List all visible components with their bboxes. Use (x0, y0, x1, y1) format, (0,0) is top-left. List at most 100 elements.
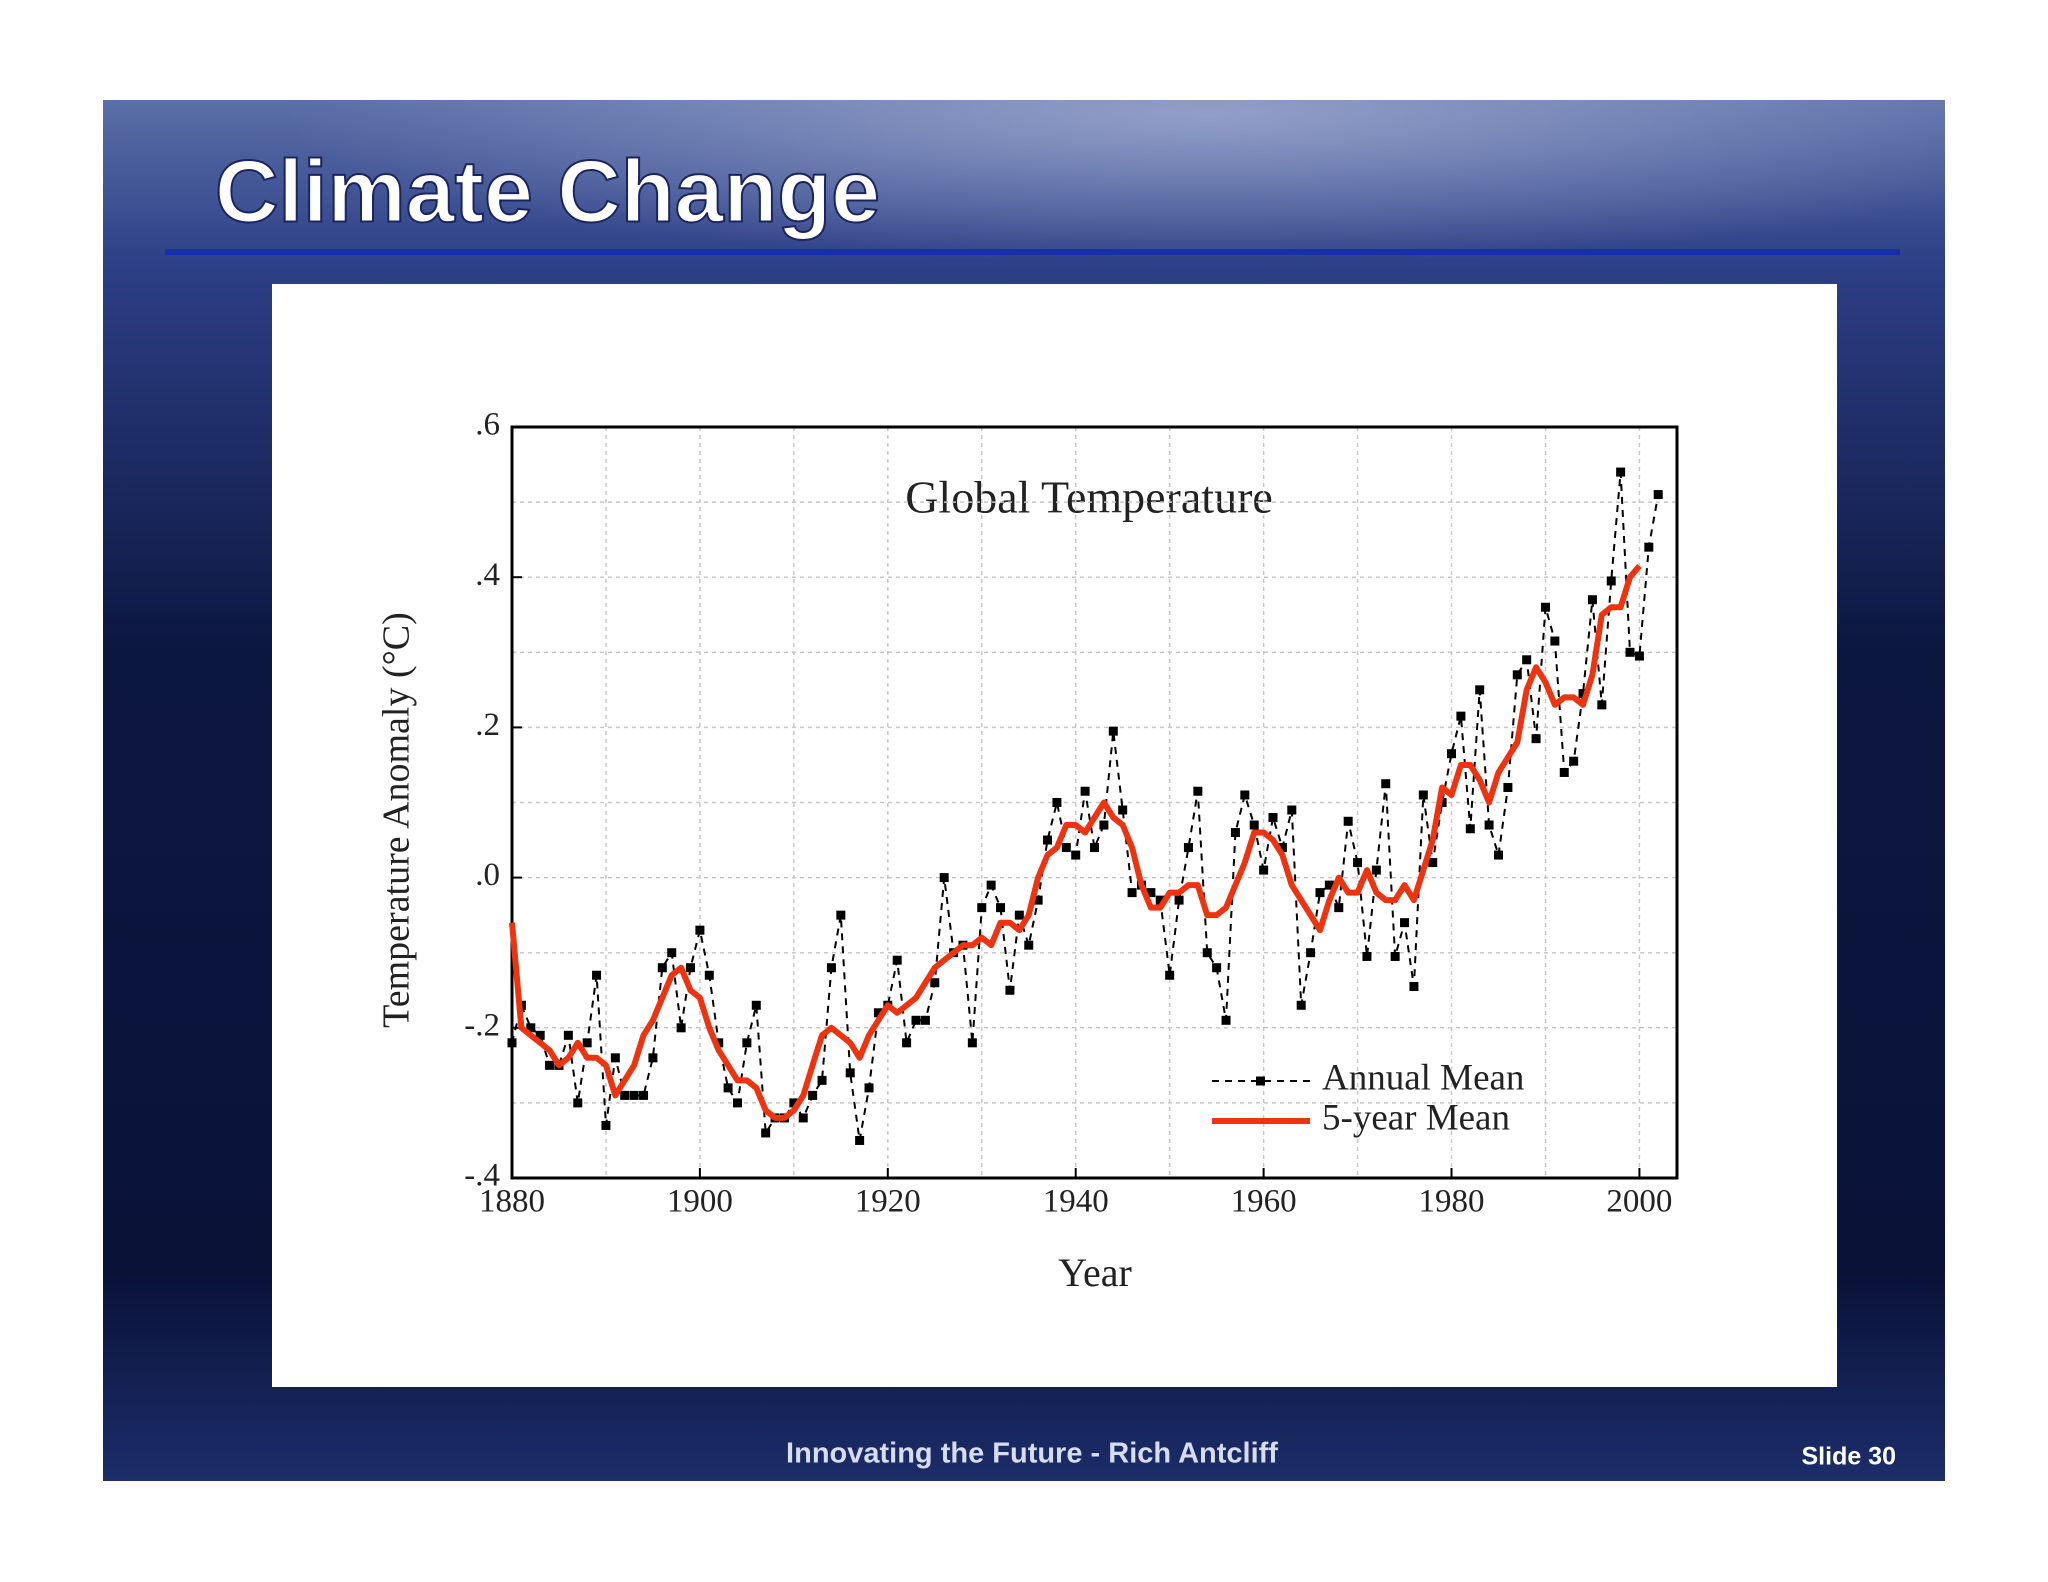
legend-label: 5-year Mean (1322, 1097, 1510, 1138)
data-point (1259, 865, 1269, 875)
data-point (1634, 651, 1644, 661)
data-point (1306, 948, 1316, 958)
data-point (657, 963, 667, 973)
x-axis-label: Year (1058, 1250, 1132, 1295)
data-point (723, 1083, 733, 1093)
data-point (798, 1113, 808, 1123)
data-point (1127, 888, 1137, 898)
data-point (1409, 981, 1419, 991)
data-point (1090, 843, 1099, 853)
data-point (1503, 782, 1513, 792)
data-point (1390, 951, 1400, 961)
data-point (996, 903, 1006, 913)
data-point (1587, 595, 1597, 605)
slide-title: Climate Change (215, 141, 880, 240)
data-point (1024, 940, 1034, 950)
x-tick-label: 1920 (855, 1184, 921, 1220)
data-point (1644, 542, 1654, 552)
data-point (864, 1083, 874, 1093)
data-point (1616, 467, 1626, 477)
data-point (1080, 786, 1090, 796)
data-point (1371, 865, 1381, 875)
data-point (1212, 963, 1222, 973)
data-point (648, 1053, 658, 1063)
data-point (761, 1128, 771, 1138)
data-point (695, 925, 705, 935)
data-point (1569, 756, 1579, 766)
y-axis-label: Temperature Anomaly (°C) (376, 612, 418, 1028)
data-point (1296, 1000, 1306, 1010)
data-point (1465, 824, 1475, 834)
data-point (563, 1030, 573, 1040)
data-point (1108, 726, 1118, 736)
x-tick-label: 1940 (1043, 1184, 1109, 1220)
data-point (789, 1098, 799, 1108)
data-point (1418, 790, 1428, 800)
plot-frame (510, 425, 1679, 1180)
data-point (1061, 843, 1071, 853)
y-tick-label: .6 (475, 407, 500, 443)
data-point (902, 1038, 912, 1048)
data-point (808, 1090, 818, 1100)
data-point (507, 1038, 517, 1048)
data-point (1653, 490, 1663, 500)
data-point (526, 1023, 536, 1033)
data-point (620, 1090, 630, 1100)
data-point (742, 1038, 752, 1048)
legend-marker (1256, 1076, 1265, 1086)
data-point (1400, 918, 1410, 928)
data-point (920, 1015, 930, 1025)
data-point (967, 1038, 977, 1048)
data-point (1606, 576, 1616, 586)
data-point (704, 970, 714, 980)
data-point (545, 1060, 555, 1070)
data-point (836, 910, 846, 920)
data-point (1353, 858, 1363, 868)
data-point (1221, 1015, 1231, 1025)
x-tick-label: 1980 (1419, 1184, 1485, 1220)
data-point (1324, 880, 1334, 890)
data-point (1005, 985, 1015, 995)
data-point (1174, 895, 1184, 905)
chart-title: Global Temperature (905, 472, 1273, 523)
data-point (639, 1090, 649, 1100)
x-tick-label: 2000 (1606, 1184, 1672, 1220)
data-point (1249, 820, 1259, 830)
data-point (1240, 790, 1250, 800)
data-point (1099, 820, 1109, 830)
data-point (1202, 948, 1212, 958)
data-point (930, 978, 940, 988)
data-point (582, 1038, 592, 1048)
data-point (1014, 910, 1024, 920)
data-point (1334, 903, 1344, 913)
data-point (1118, 805, 1128, 815)
y-tick-label: -.2 (464, 1007, 500, 1043)
data-point (1493, 850, 1503, 860)
data-point (1277, 843, 1287, 853)
data-point (1512, 670, 1522, 680)
data-point (1625, 647, 1635, 657)
y-tick-label: .4 (475, 557, 500, 593)
data-point (1362, 951, 1372, 961)
data-point (1193, 786, 1203, 796)
data-point (1033, 895, 1043, 905)
data-point (751, 1000, 761, 1010)
data-point (911, 1015, 921, 1025)
data-point (592, 970, 602, 980)
data-point (1475, 685, 1485, 695)
data-point (1071, 850, 1081, 860)
data-point (1428, 858, 1438, 868)
x-tick-label: 1960 (1231, 1184, 1297, 1220)
data-point (826, 963, 836, 973)
data-point (1287, 805, 1297, 815)
series-line (509, 563, 1642, 1121)
data-point (1540, 602, 1550, 612)
data-point (986, 880, 996, 890)
data-point (939, 873, 949, 883)
data-point (1484, 820, 1494, 830)
data-point (1146, 888, 1156, 898)
data-point (601, 1120, 611, 1130)
data-point (977, 903, 987, 913)
data-point (686, 963, 696, 973)
